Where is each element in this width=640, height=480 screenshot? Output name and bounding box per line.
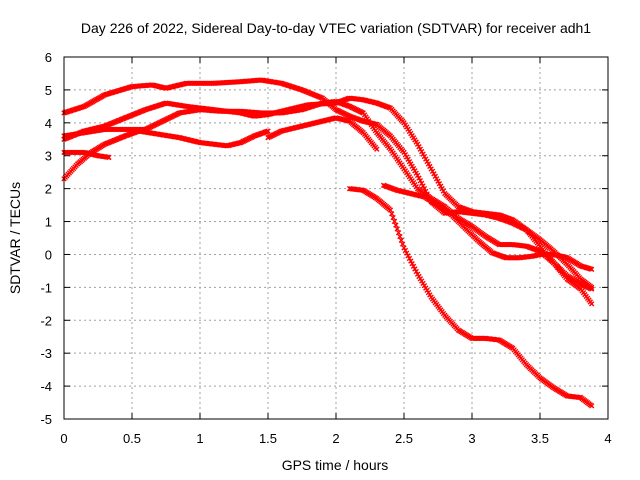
- x-tick-label: 1.5: [259, 431, 277, 446]
- data-point: [401, 245, 407, 251]
- series-track-3: [61, 98, 595, 307]
- series-layer: [61, 77, 595, 409]
- series-track-6: [265, 115, 380, 152]
- y-axis-label: SDTVAR / TECUs: [7, 182, 23, 294]
- data-point: [588, 266, 595, 272]
- x-tick-label: 1: [196, 431, 203, 446]
- chart-title: Day 226 of 2022, Sidereal Day-to-day VTE…: [81, 20, 591, 36]
- data-point: [414, 172, 421, 179]
- data-point: [588, 284, 595, 291]
- data-point: [404, 250, 410, 256]
- data-point: [345, 118, 351, 124]
- data-point: [588, 403, 595, 409]
- data-point: [406, 255, 413, 262]
- series-track-1: [61, 77, 595, 292]
- data-point: [374, 146, 380, 152]
- data-point: [104, 154, 111, 160]
- data-point: [588, 301, 595, 307]
- x-axis-label: GPS time / hours: [282, 457, 389, 473]
- y-tick-label: 0: [45, 247, 52, 262]
- data-point: [409, 260, 415, 267]
- data-point: [395, 230, 402, 236]
- series-track-7: [380, 182, 595, 272]
- tick-labels: 0 0.5 1 1.5 2 2.5 3 3.5 4 -5 -4 -3 -2 -1 0 1 2 3 4 5 6: [40, 50, 611, 446]
- series-track-8: [346, 185, 595, 409]
- x-tick-label: 2: [332, 431, 339, 446]
- grid: [64, 57, 608, 419]
- data-point: [416, 175, 422, 181]
- y-tick-label: -5: [40, 412, 52, 427]
- data-point: [413, 268, 419, 275]
- x-tick-label: 2.5: [395, 431, 413, 446]
- data-point: [418, 180, 425, 187]
- y-tick-label: -2: [40, 313, 52, 328]
- ticks: [63, 56, 609, 420]
- y-tick-label: -1: [40, 280, 52, 295]
- data-point: [408, 258, 414, 264]
- y-tick-label: 3: [45, 149, 52, 164]
- data-point: [393, 222, 399, 228]
- data-point: [412, 266, 418, 272]
- y-tick-label: 6: [45, 50, 52, 65]
- series-track-5: [61, 128, 271, 182]
- y-tick-label: -3: [40, 346, 52, 361]
- data-point: [417, 178, 424, 184]
- y-tick-label: 1: [45, 215, 52, 230]
- data-point: [389, 211, 395, 217]
- y-tick-label: 5: [45, 83, 52, 98]
- x-tick-label: 3: [468, 431, 475, 446]
- data-point: [402, 247, 409, 254]
- x-tick-label: 4: [604, 431, 611, 446]
- data-point: [398, 237, 404, 243]
- y-tick-label: 2: [45, 182, 52, 197]
- data-point: [390, 214, 396, 221]
- data-point: [399, 241, 406, 247]
- x-tick-label: 0: [60, 431, 67, 446]
- y-tick-label: -4: [40, 379, 52, 394]
- data-point: [394, 226, 400, 232]
- x-tick-label: 3.5: [531, 431, 549, 446]
- data-point: [387, 207, 394, 213]
- y-tick-label: 4: [45, 116, 52, 131]
- data-point: [405, 253, 411, 259]
- data-point: [397, 233, 403, 240]
- data-point: [265, 128, 271, 134]
- data-point: [106, 154, 112, 161]
- data-point: [410, 263, 417, 269]
- data-point: [420, 183, 426, 189]
- data-point: [391, 218, 398, 225]
- x-tick-label: 0.5: [123, 431, 141, 446]
